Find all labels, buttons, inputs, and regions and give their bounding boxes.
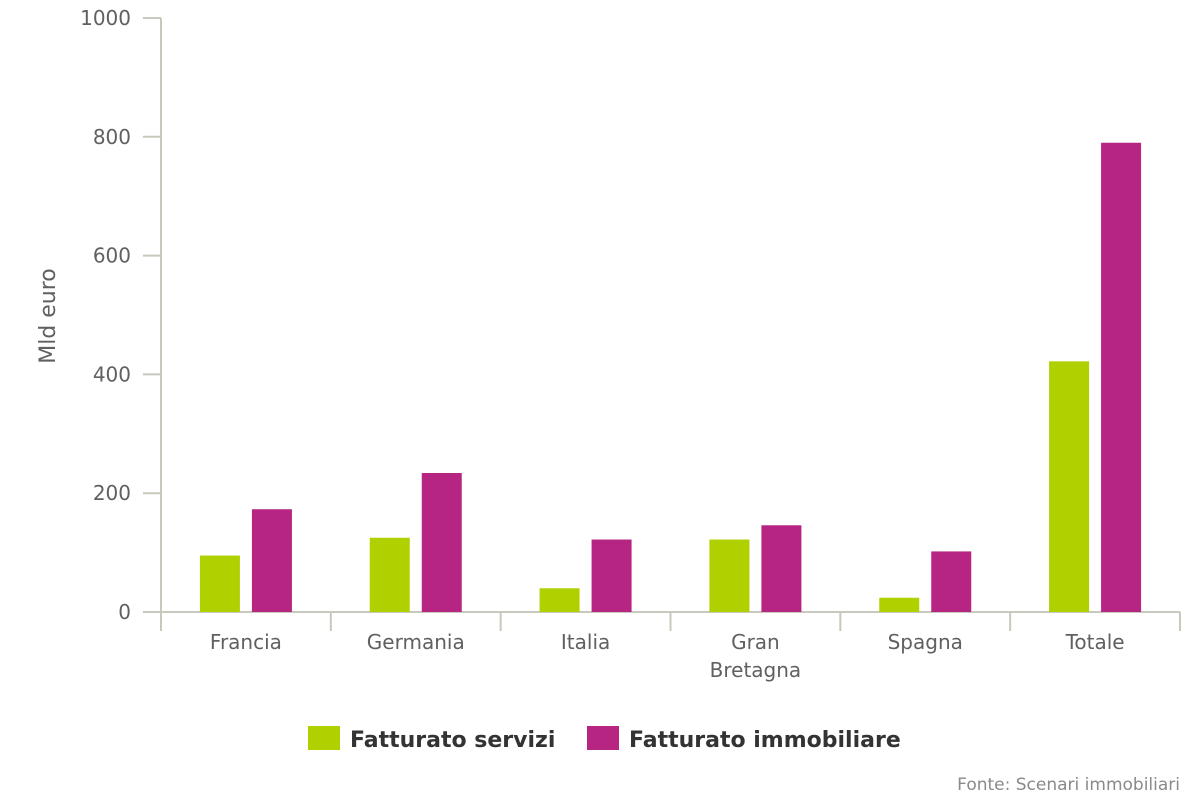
bar-immobiliare xyxy=(421,473,462,612)
legend-swatch xyxy=(308,726,340,750)
x-category-label: Gran Bretagna xyxy=(710,630,802,682)
bar-servizi xyxy=(709,539,750,612)
bar-immobiliare xyxy=(591,539,632,612)
bar-immobiliare xyxy=(931,551,972,612)
legend: Fatturato servizi Fatturato immobiliare xyxy=(308,726,901,753)
y-tick-label: 0 xyxy=(118,600,131,624)
bar-immobiliare xyxy=(761,525,802,612)
bar-servizi xyxy=(1049,361,1090,612)
y-tick-label: 200 xyxy=(93,481,131,505)
y-axis: 0 200 400 600 800 1000 xyxy=(80,6,162,624)
y-tick-label: 600 xyxy=(93,244,131,268)
y-tick-label: 1000 xyxy=(80,6,131,30)
bar-servizi xyxy=(369,537,410,612)
x-category-label: Totale xyxy=(1065,630,1125,654)
x-category-label: Italia xyxy=(561,630,610,654)
legend-label: Fatturato immobiliare xyxy=(629,728,901,753)
bar-servizi xyxy=(539,588,580,612)
bar-servizi xyxy=(879,597,920,612)
y-tick-label: 400 xyxy=(93,362,131,386)
x-axis: Francia Germania Italia Gran Bretagna Spagna T… xyxy=(160,611,1181,682)
bars xyxy=(199,142,1142,613)
source-note: Fonte: Scenari immobiliari xyxy=(957,775,1180,795)
legend-label: Fatturato servizi xyxy=(350,728,555,753)
x-category-label: Spagna xyxy=(888,630,963,654)
x-category-label: Germania xyxy=(367,630,465,654)
legend-swatch xyxy=(587,726,619,750)
y-axis-label: Mld euro xyxy=(36,268,61,364)
y-tick-label: 800 xyxy=(93,125,131,149)
bar-immobiliare xyxy=(251,509,292,612)
bar-immobiliare xyxy=(1101,142,1142,613)
x-category-label: Francia xyxy=(210,630,282,654)
bar-servizi xyxy=(199,555,240,612)
